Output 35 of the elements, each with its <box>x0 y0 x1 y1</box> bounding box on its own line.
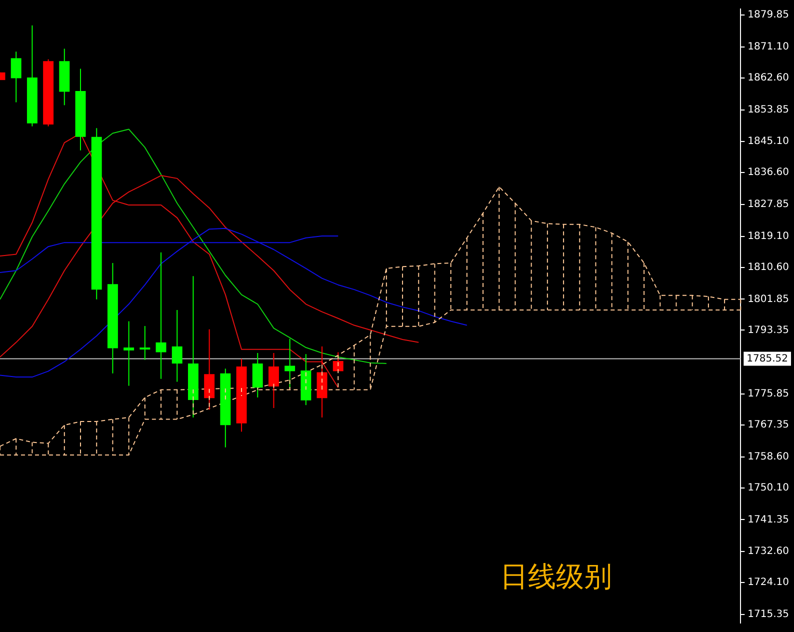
y-tick-label: 1845.10 <box>748 136 790 148</box>
y-tick-label: 1853.85 <box>748 104 790 116</box>
y-tick-label: 1801.85 <box>748 294 790 305</box>
candlestick <box>252 352 263 398</box>
candlestick <box>284 338 296 390</box>
y-tick-label: 1715.35 <box>748 609 790 620</box>
y-tick-label: 1879.85 <box>748 10 790 21</box>
y-tick-label: 1758.60 <box>748 451 790 462</box>
y-tick-label: 1827.85 <box>748 199 790 210</box>
y-tick-label: 1732.60 <box>748 546 790 558</box>
candlestick <box>204 328 215 410</box>
annotation: 日线级别 <box>500 559 612 595</box>
candlestick <box>268 352 279 409</box>
candlestick <box>188 276 198 418</box>
candlestick <box>140 326 150 360</box>
candlestick <box>300 354 312 406</box>
y-tick-label: 1836.60 <box>748 167 790 178</box>
y-tick-label: 1819.10 <box>748 230 790 242</box>
y-tick-label: 1775.85 <box>748 388 790 400</box>
candlestick <box>236 358 247 432</box>
y-tick-label: 1810.60 <box>748 262 790 273</box>
candlestick <box>156 252 166 380</box>
candlestick <box>10 51 22 103</box>
y-tick-label: 1862.60 <box>748 72 790 84</box>
y-tick-label: 1750.10 <box>748 482 790 494</box>
y-tick-label: 1767.35 <box>748 420 790 431</box>
y-tick-label: 1793.35 <box>748 324 790 336</box>
y-tick-label: 1724.10 <box>748 577 790 588</box>
y-tick-label: 1871.10 <box>748 41 790 52</box>
candlestick <box>172 309 182 382</box>
candlestick <box>316 346 328 418</box>
candlestick <box>220 368 231 448</box>
ref-line-label: 1785.52 <box>746 353 788 364</box>
candlestick <box>124 320 134 386</box>
y-tick-label: 1741.35 <box>748 514 790 526</box>
